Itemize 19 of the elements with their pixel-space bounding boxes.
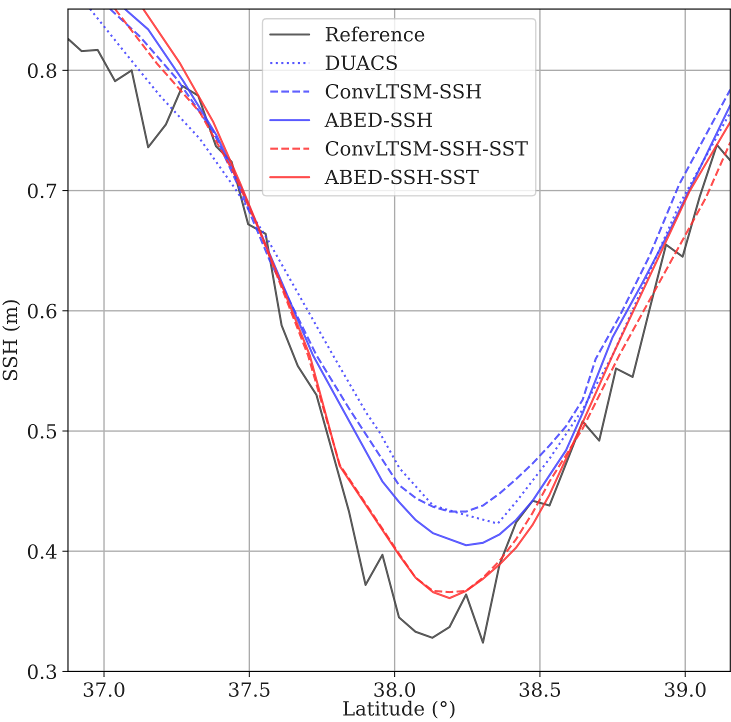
legend-label: ConvLTSM-SSH-SST	[326, 141, 528, 156]
y-axis-title: SSH (m)	[2, 300, 20, 380]
y-tick-label: 0.7	[28, 184, 56, 198]
x-tick-label: 37.0	[84, 682, 124, 697]
x-axis-title: Latitude (°)	[343, 700, 455, 718]
y-tick-label: 0.4	[28, 544, 57, 559]
y-tick-label: 0.6	[28, 304, 56, 318]
legend-label: ABED-SSH	[324, 112, 432, 128]
legend-label: ABED-SSH-SST	[324, 170, 479, 184]
legend-label: Reference	[326, 26, 424, 42]
legend-label: DUACS	[326, 55, 397, 70]
x-tick-label: 38.0	[374, 682, 415, 697]
y-tick-label: 0.3	[28, 664, 56, 680]
x-tick-label: 39.0	[665, 682, 706, 697]
y-tick-label: 0.8	[28, 63, 56, 78]
x-tick-label: 38.5	[520, 682, 560, 697]
x-tick-label: 37.5	[229, 682, 270, 697]
y-tick-label: 0.5	[28, 424, 56, 439]
legend-label: ConvLTSM-SSH	[326, 84, 482, 99]
